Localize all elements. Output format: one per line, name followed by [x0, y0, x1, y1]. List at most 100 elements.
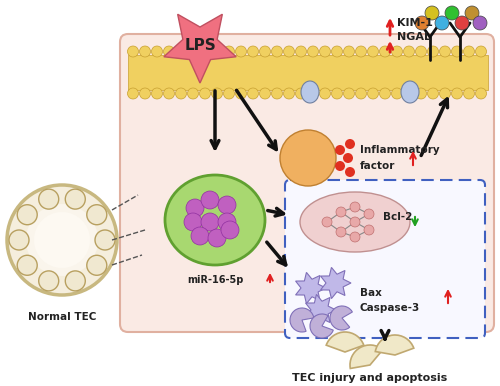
- Circle shape: [188, 46, 198, 57]
- Text: Normal TEC: Normal TEC: [28, 312, 96, 322]
- Circle shape: [208, 229, 226, 247]
- Circle shape: [200, 46, 210, 57]
- Circle shape: [236, 46, 246, 57]
- Circle shape: [364, 225, 374, 235]
- Polygon shape: [320, 267, 351, 299]
- Circle shape: [345, 167, 355, 177]
- Circle shape: [476, 46, 486, 57]
- FancyBboxPatch shape: [285, 180, 485, 338]
- Circle shape: [404, 88, 414, 99]
- Circle shape: [350, 232, 360, 242]
- Text: LPS: LPS: [184, 37, 216, 52]
- Circle shape: [332, 46, 342, 57]
- Circle shape: [336, 207, 346, 217]
- Circle shape: [335, 161, 345, 171]
- Circle shape: [212, 46, 222, 57]
- Circle shape: [212, 88, 222, 99]
- Circle shape: [188, 88, 198, 99]
- Circle shape: [200, 88, 210, 99]
- Circle shape: [416, 88, 426, 99]
- Circle shape: [344, 46, 354, 57]
- Circle shape: [236, 88, 246, 99]
- Text: Bcl-2: Bcl-2: [383, 212, 412, 222]
- Text: Caspase-3: Caspase-3: [360, 303, 420, 313]
- Circle shape: [272, 88, 282, 99]
- Circle shape: [404, 46, 414, 57]
- Circle shape: [465, 6, 479, 20]
- Circle shape: [416, 46, 426, 57]
- Circle shape: [368, 88, 378, 99]
- Circle shape: [392, 88, 402, 99]
- Circle shape: [221, 221, 239, 239]
- Circle shape: [320, 46, 330, 57]
- Circle shape: [201, 191, 219, 209]
- Circle shape: [248, 88, 258, 99]
- Circle shape: [95, 230, 115, 250]
- Circle shape: [128, 46, 138, 57]
- Circle shape: [284, 46, 294, 57]
- Wedge shape: [326, 332, 364, 352]
- Text: NGAL: NGAL: [397, 32, 431, 42]
- Circle shape: [308, 88, 318, 99]
- Circle shape: [280, 130, 336, 186]
- Circle shape: [152, 46, 162, 57]
- Circle shape: [17, 205, 37, 225]
- Circle shape: [128, 88, 138, 99]
- Circle shape: [176, 88, 186, 99]
- Text: TEC injury and apoptosis: TEC injury and apoptosis: [292, 373, 448, 383]
- Circle shape: [435, 16, 449, 30]
- Circle shape: [464, 46, 474, 57]
- Circle shape: [284, 88, 294, 99]
- Circle shape: [248, 46, 258, 57]
- Wedge shape: [310, 314, 334, 338]
- Circle shape: [7, 185, 117, 295]
- Circle shape: [356, 88, 366, 99]
- Circle shape: [140, 46, 150, 57]
- Ellipse shape: [300, 192, 410, 252]
- Circle shape: [9, 230, 29, 250]
- Circle shape: [452, 88, 462, 99]
- Circle shape: [296, 88, 306, 99]
- Circle shape: [38, 189, 58, 209]
- Circle shape: [455, 16, 469, 30]
- Circle shape: [464, 88, 474, 99]
- Circle shape: [368, 46, 378, 57]
- Circle shape: [87, 255, 107, 275]
- Circle shape: [191, 227, 209, 245]
- Circle shape: [380, 46, 390, 57]
- Circle shape: [322, 217, 332, 227]
- Polygon shape: [164, 14, 236, 83]
- Circle shape: [308, 46, 318, 57]
- Bar: [128, 55, 488, 90]
- Circle shape: [224, 46, 234, 57]
- Circle shape: [296, 46, 306, 57]
- Circle shape: [428, 88, 438, 99]
- Circle shape: [350, 217, 360, 227]
- Circle shape: [440, 88, 450, 99]
- Circle shape: [336, 227, 346, 237]
- Circle shape: [452, 46, 462, 57]
- Polygon shape: [296, 273, 326, 304]
- Text: Inflammatory: Inflammatory: [360, 145, 440, 155]
- Text: factor: factor: [360, 161, 396, 171]
- Circle shape: [186, 199, 204, 217]
- Circle shape: [152, 88, 162, 99]
- Circle shape: [201, 213, 219, 231]
- Circle shape: [344, 88, 354, 99]
- Circle shape: [260, 88, 270, 99]
- Wedge shape: [376, 335, 414, 355]
- Ellipse shape: [301, 81, 319, 103]
- Wedge shape: [290, 308, 314, 332]
- Wedge shape: [350, 345, 383, 369]
- Text: miR-16-5p: miR-16-5p: [187, 275, 243, 285]
- Circle shape: [272, 46, 282, 57]
- Circle shape: [356, 46, 366, 57]
- Circle shape: [17, 255, 37, 275]
- Circle shape: [320, 88, 330, 99]
- Circle shape: [350, 202, 360, 212]
- FancyBboxPatch shape: [120, 34, 494, 332]
- Ellipse shape: [165, 175, 265, 265]
- Polygon shape: [306, 295, 336, 326]
- Circle shape: [425, 6, 439, 20]
- Circle shape: [38, 271, 58, 291]
